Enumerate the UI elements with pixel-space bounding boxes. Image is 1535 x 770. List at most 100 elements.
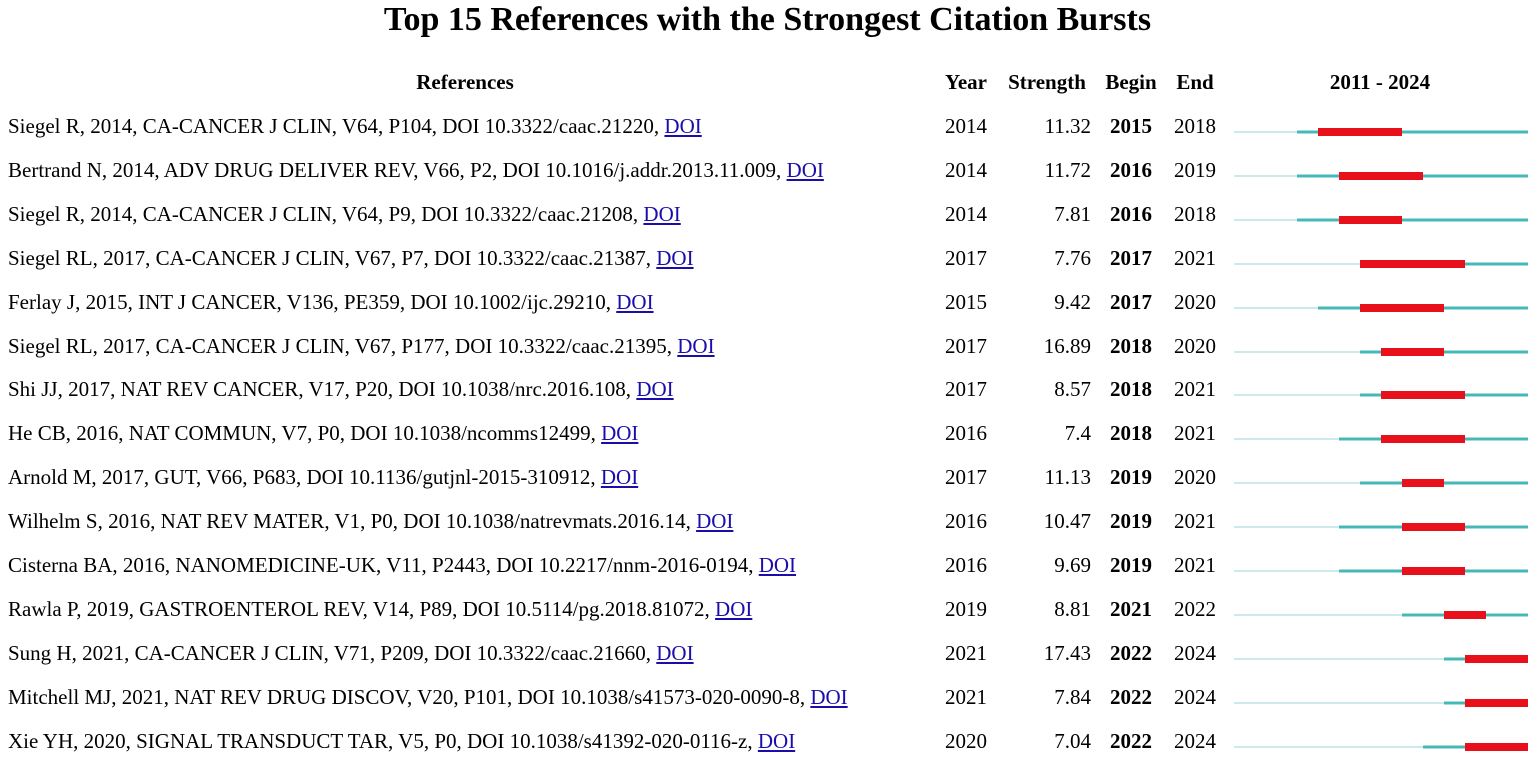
table-row: Ferlay J, 2015, INT J CANCER, V136, PE35… <box>0 287 1535 331</box>
doi-link[interactable]: DOI <box>636 377 674 402</box>
header-strength: Strength <box>1008 70 1086 94</box>
header-timeline-range: 2011 - 2024 <box>1329 70 1431 94</box>
burst-end: 2018 <box>1174 114 1216 138</box>
reference-text: Shi JJ, 2017, NAT REV CANCER, V17, P20, … <box>8 377 637 402</box>
reference-citation: Wilhelm S, 2016, NAT REV MATER, V1, P0, … <box>8 506 733 536</box>
page-title: Top 15 References with the Strongest Cit… <box>383 1 1152 38</box>
reference-text: Rawla P, 2019, GASTROENTEROL REV, V14, P… <box>8 596 716 621</box>
reference-citation: Arnold M, 2017, GUT, V66, P683, DOI 10.1… <box>8 462 638 492</box>
burst-begin: 2022 <box>1110 684 1152 709</box>
reference-text: Xie YH, 2020, SIGNAL TRANSDUCT TAR, V5, … <box>8 728 758 753</box>
burst-timeline <box>1234 435 1528 444</box>
burst-strength: 11.13 <box>1044 465 1091 490</box>
table-row: Bertrand N, 2014, ADV DRUG DELIVER REV, … <box>0 155 1535 199</box>
burst-begin: 2021 <box>1110 596 1152 621</box>
burst-end: 2021 <box>1174 377 1216 402</box>
publication-year: 2016 <box>945 509 987 534</box>
table-row: Wilhelm S, 2016, NAT REV MATER, V1, P0, … <box>0 506 1535 550</box>
publication-year: 2014 <box>945 157 987 182</box>
doi-link[interactable]: DOI <box>600 465 639 490</box>
publication-year: 2016 <box>945 421 987 446</box>
reference-text: Sung H, 2021, CA-CANCER J CLIN, V71, P20… <box>8 640 657 665</box>
reference-text: Wilhelm S, 2016, NAT REV MATER, V1, P0, … <box>8 509 697 534</box>
burst-timeline <box>1234 698 1528 707</box>
table-row: He CB, 2016, NAT COMMUN, V7, P0, DOI 10.… <box>0 418 1535 462</box>
burst-end: 2021 <box>1174 421 1216 446</box>
doi-link[interactable]: DOI <box>616 289 654 314</box>
reference-citation: Siegel RL, 2017, CA-CANCER J CLIN, V67, … <box>8 243 694 273</box>
reference-text: Siegel RL, 2017, CA-CANCER J CLIN, V67, … <box>8 333 678 358</box>
doi-link[interactable]: DOI <box>656 245 694 270</box>
publication-year: 2014 <box>945 201 987 226</box>
publication-year: 2016 <box>945 553 987 577</box>
doi-link[interactable]: DOI <box>757 728 796 753</box>
publication-year: 2019 <box>945 596 987 621</box>
burst-strength: 17.43 <box>1043 640 1091 665</box>
burst-strength: 7.4 <box>1064 421 1091 446</box>
doi-link[interactable]: DOI <box>696 509 734 534</box>
burst-end: 2022 <box>1174 596 1216 621</box>
doi-link[interactable]: DOI <box>677 333 715 358</box>
reference-citation: Shi JJ, 2017, NAT REV CANCER, V17, P20, … <box>8 374 674 404</box>
burst-timeline <box>1234 567 1528 575</box>
publication-year: 2015 <box>945 289 987 314</box>
doi-link[interactable]: DOI <box>786 157 824 182</box>
reference-citation: Xie YH, 2020, SIGNAL TRANSDUCT TAR, V5, … <box>8 726 795 756</box>
burst-strength: 16.89 <box>1043 333 1091 358</box>
burst-end: 2021 <box>1174 553 1216 577</box>
burst-strength: 9.69 <box>1054 553 1091 577</box>
reference-citation: Mitchell MJ, 2021, NAT REV DRUG DISCOV, … <box>8 682 848 712</box>
burst-begin: 2016 <box>1110 201 1152 226</box>
header-begin: Begin <box>1105 70 1157 94</box>
reference-text: Siegel R, 2014, CA-CANCER J CLIN, V64, P… <box>8 114 665 138</box>
reference-text: Arnold M, 2017, GUT, V66, P683, DOI 10.1… <box>8 465 601 490</box>
reference-text: Siegel R, 2014, CA-CANCER J CLIN, V64, P… <box>8 201 644 226</box>
burst-strength: 8.57 <box>1054 377 1091 402</box>
table-row: Shi JJ, 2017, NAT REV CANCER, V17, P20, … <box>0 374 1535 418</box>
burst-begin: 2016 <box>1110 157 1152 182</box>
burst-end: 2019 <box>1174 157 1216 182</box>
burst-end: 2024 <box>1174 640 1216 665</box>
publication-year: 2020 <box>945 728 987 753</box>
table-row: Arnold M, 2017, GUT, V66, P683, DOI 10.1… <box>0 462 1535 506</box>
burst-end: 2024 <box>1174 728 1216 753</box>
reference-citation: He CB, 2016, NAT COMMUN, V7, P0, DOI 10.… <box>8 418 638 448</box>
burst-timeline <box>1234 347 1528 356</box>
burst-begin: 2015 <box>1110 114 1152 138</box>
table-row: Siegel R, 2014, CA-CANCER J CLIN, V64, P… <box>0 199 1535 243</box>
burst-timeline <box>1234 742 1528 751</box>
reference-citation: Ferlay J, 2015, INT J CANCER, V136, PE35… <box>8 287 654 317</box>
burst-timeline <box>1234 610 1528 619</box>
doi-link[interactable]: DOI <box>664 114 702 138</box>
burst-timeline <box>1234 479 1528 488</box>
table-row: Siegel R, 2014, CA-CANCER J CLIN, V64, P… <box>0 111 1535 155</box>
reference-text: Mitchell MJ, 2021, NAT REV DRUG DISCOV, … <box>8 684 811 709</box>
burst-end: 2021 <box>1174 245 1216 270</box>
burst-timeline <box>1234 128 1528 136</box>
burst-end: 2020 <box>1174 465 1216 490</box>
header-year: Year <box>945 70 987 94</box>
doi-link[interactable]: DOI <box>601 421 639 446</box>
doi-link[interactable]: DOI <box>715 596 753 621</box>
publication-year: 2021 <box>945 684 987 709</box>
burst-strength: 7.84 <box>1054 684 1091 709</box>
publication-year: 2017 <box>945 465 987 490</box>
doi-link[interactable]: DOI <box>643 201 681 226</box>
burst-strength: 7.81 <box>1054 201 1091 226</box>
burst-begin: 2018 <box>1110 377 1152 402</box>
burst-strength: 11.72 <box>1044 157 1091 182</box>
reference-citation: Siegel R, 2014, CA-CANCER J CLIN, V64, P… <box>8 199 681 229</box>
doi-link[interactable]: DOI <box>656 640 694 665</box>
doi-link[interactable]: DOI <box>810 684 848 709</box>
reference-text: Cisterna BA, 2016, NANOMEDICINE-UK, V11,… <box>8 553 759 577</box>
reference-text: Ferlay J, 2015, INT J CANCER, V136, PE35… <box>8 289 617 314</box>
reference-citation: Siegel RL, 2017, CA-CANCER J CLIN, V67, … <box>8 331 715 361</box>
burst-strength: 9.42 <box>1054 289 1091 314</box>
table-row: Siegel RL, 2017, CA-CANCER J CLIN, V67, … <box>0 331 1535 375</box>
reference-text: Bertrand N, 2014, ADV DRUG DELIVER REV, … <box>8 157 787 182</box>
table-row: Rawla P, 2019, GASTROENTEROL REV, V14, P… <box>0 594 1535 638</box>
doi-link[interactable]: DOI <box>758 553 797 577</box>
burst-end: 2020 <box>1174 333 1216 358</box>
table-row: Sung H, 2021, CA-CANCER J CLIN, V71, P20… <box>0 638 1535 682</box>
table-row: Cisterna BA, 2016, NANOMEDICINE-UK, V11,… <box>0 550 1535 594</box>
